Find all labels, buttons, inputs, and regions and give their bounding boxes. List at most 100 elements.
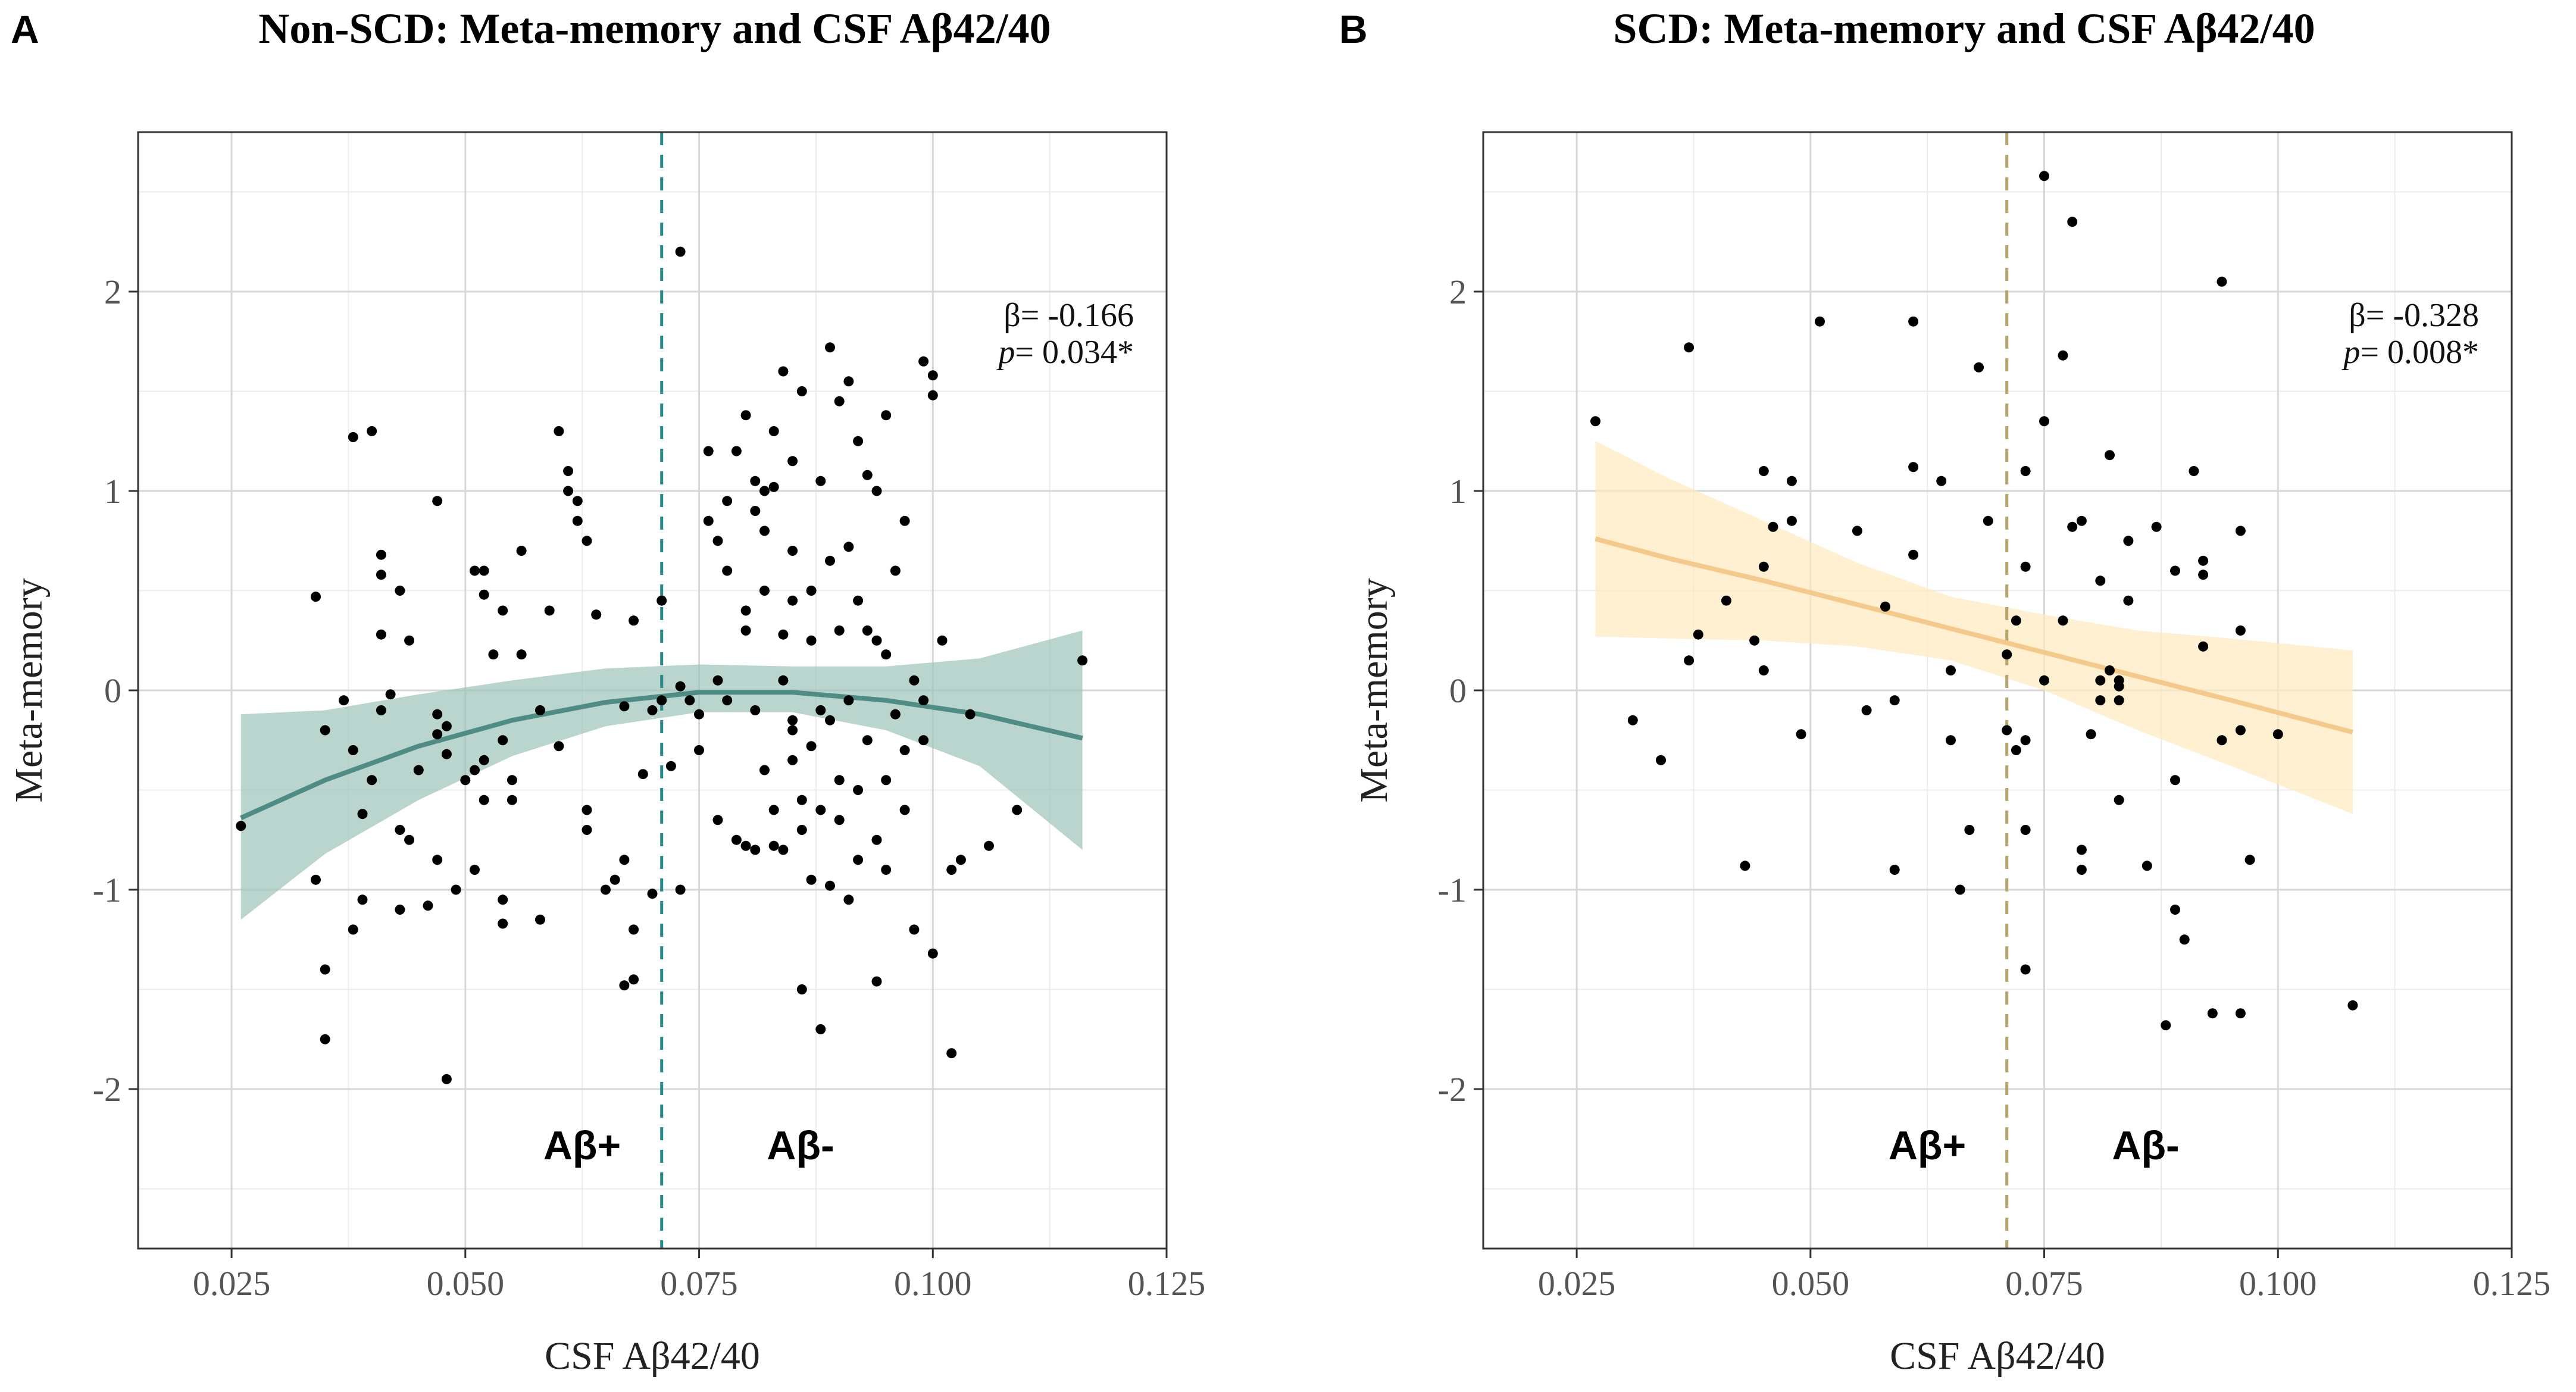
- panel-b-x-tick-label: 0.100: [2239, 1264, 2317, 1303]
- panel-a-data-point: [582, 805, 592, 815]
- panel-b: B SCD: Meta-memory and CSF Aβ42/40 0.025…: [1339, 5, 2550, 1378]
- panel-b-data-point: [2151, 521, 2162, 532]
- panel-a-data-point: [787, 456, 798, 467]
- panel-a-data-point: [740, 410, 751, 421]
- panel-b-data-point: [2002, 649, 2012, 660]
- panel-a-data-point: [311, 874, 321, 885]
- panel-a-data-point: [432, 496, 443, 506]
- panel-a-fit-line: [240, 690, 1083, 821]
- panel-b-data-point: [2011, 615, 2021, 626]
- panel-a-confidence-band: [240, 630, 1083, 920]
- panel-b-data-point: [2198, 570, 2209, 580]
- panel-a-data-point: [694, 745, 704, 755]
- panel-a-data-point: [1012, 805, 1023, 815]
- panel-b-data-point: [2095, 575, 2106, 586]
- panel-b-p-text: p= 0.008*: [2341, 334, 2479, 371]
- panel-a-data-point: [796, 386, 807, 396]
- panel-a-data-point: [834, 625, 845, 636]
- panel-a-data-point: [554, 426, 564, 436]
- panel-a-y-tick-label: -2: [93, 1070, 121, 1109]
- panel-b-points: [1590, 171, 2358, 1031]
- panel-a-data-point: [927, 370, 938, 381]
- panel-b-data-point: [1590, 416, 1600, 427]
- panel-a-data-point: [441, 1074, 452, 1084]
- panel-a-data-point: [451, 884, 461, 895]
- panel-a-data-point: [320, 964, 330, 975]
- panel-b-fit-line: [1595, 536, 2353, 735]
- panel-a-data-point: [871, 486, 882, 496]
- panel-a-data-point: [862, 735, 873, 746]
- panel-a-data-point: [937, 635, 948, 646]
- panel-b-data-point: [2020, 735, 2031, 746]
- panel-b-data-point: [2086, 729, 2096, 740]
- panel-a-data-point: [432, 709, 443, 720]
- panel-a-data-point: [825, 880, 835, 891]
- panel-a-data-point: [629, 615, 639, 626]
- panel-b-data-point: [2011, 745, 2021, 755]
- panel-a-data-point: [750, 705, 761, 715]
- panel-a-data-point: [871, 635, 882, 646]
- panel-a-beta-text: β= -0.166: [1003, 297, 1134, 334]
- panel-b-data-point: [2039, 675, 2049, 686]
- panel-b-data-point: [1758, 466, 1769, 476]
- panel-a-data-point: [423, 900, 433, 911]
- panel-a-y-tick-label: 1: [104, 472, 121, 511]
- panel-b-data-point: [1721, 595, 1731, 606]
- panel-a-x-tick-label: 0.100: [894, 1264, 972, 1303]
- panel-a-data-point: [563, 486, 574, 496]
- panel-b-data-point: [1974, 362, 1984, 373]
- panel-b-data-point: [1749, 635, 1760, 646]
- panel-b-data-point: [2095, 675, 2106, 686]
- panel-b-data-point: [2095, 695, 2106, 706]
- panel-b-data-point: [1964, 825, 1975, 835]
- panel-a-data-point: [470, 765, 480, 775]
- panel-a-data-point: [498, 605, 508, 616]
- panel-b-data-point: [1758, 665, 1769, 675]
- panel-a-data-point: [806, 586, 817, 596]
- panel-a-data-point: [740, 625, 751, 636]
- panel-a-data-point: [582, 536, 592, 546]
- panel-b-data-point: [1861, 705, 1872, 715]
- panel-a-data-point: [759, 765, 770, 775]
- panel-b-y-tick-label: -2: [1438, 1070, 1467, 1109]
- panel-a-data-point: [731, 834, 742, 845]
- panel-a-data-point: [703, 446, 714, 456]
- panel-b-data-point: [1786, 476, 1797, 486]
- panel-b-data-point: [2235, 725, 2246, 736]
- panel-b-x-axis-title: CSF Aβ42/40: [1890, 1334, 2105, 1378]
- panel-a-data-point: [899, 745, 910, 755]
- panel-a-data-point: [563, 466, 574, 476]
- panel-b-y-axis-title: Meta-memory: [1352, 578, 1396, 803]
- panel-a-data-point: [479, 794, 489, 805]
- panel-a-data-point: [927, 390, 938, 401]
- panel-b-data-point: [2170, 905, 2180, 915]
- panel-b-data-point: [1946, 665, 1956, 675]
- panel-a-y-tick-label: -1: [93, 871, 121, 909]
- panel-a-data-point: [656, 695, 667, 706]
- panel-b-letter: B: [1339, 7, 1368, 51]
- panel-a-data-point: [404, 834, 415, 845]
- panel-a-data-point: [647, 705, 658, 715]
- panel-a-data-point: [488, 649, 499, 660]
- panel-a-data-point: [432, 729, 443, 740]
- panel-b-data-point: [2039, 171, 2049, 182]
- panel-a-data-point: [881, 649, 892, 660]
- panel-a-data-point: [441, 721, 452, 731]
- panel-b-confidence-band: [1595, 441, 2353, 814]
- panel-b-data-point: [2217, 276, 2227, 287]
- panel-b-p-value: = 0.008*: [2360, 334, 2479, 371]
- panel-a-data-point: [357, 809, 368, 819]
- panel-a-p-value: = 0.034*: [1015, 334, 1134, 371]
- panel-a-data-point: [815, 1024, 826, 1034]
- panel-a-data-point: [815, 476, 826, 486]
- panel-a-abeta-positive-label: Aβ+: [543, 1123, 621, 1168]
- panel-b-data-point: [2114, 794, 2124, 805]
- panel-b-p-symbol: p: [2341, 334, 2360, 371]
- panel-a-data-point: [768, 481, 779, 492]
- panel-a-p-text: p= 0.034*: [996, 334, 1134, 371]
- panel-a-data-point: [1077, 655, 1088, 666]
- panel-a-data-point: [601, 884, 611, 895]
- panel-a-data-point: [871, 976, 882, 987]
- panel-b-data-point: [1684, 655, 1695, 666]
- panel-a-ci-band: [240, 630, 1083, 920]
